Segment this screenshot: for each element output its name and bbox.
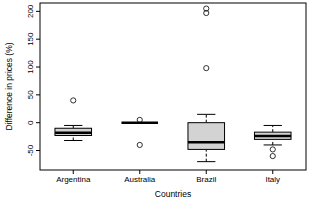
x-tick — [73, 170, 74, 174]
y-tick-label: 0 — [26, 120, 35, 125]
y-tick-label: 200 — [26, 4, 35, 18]
lower-whisker — [206, 149, 207, 161]
y-tick — [36, 122, 40, 123]
x-tick — [206, 170, 207, 174]
max-cap — [64, 125, 82, 126]
max-cap — [197, 114, 215, 115]
min-cap — [64, 140, 82, 141]
median — [254, 135, 291, 138]
min-cap — [197, 161, 215, 162]
outlier — [270, 147, 275, 152]
upper-whisker — [272, 125, 273, 132]
x-tick-label: Argentina — [56, 175, 91, 184]
outlier — [71, 98, 76, 103]
y-tick-label: 150 — [26, 32, 35, 46]
median — [188, 141, 225, 144]
x-tick-label: Brazil — [196, 175, 216, 184]
y-tick-label: 100 — [26, 60, 35, 74]
y-tick — [36, 67, 40, 68]
outlier — [270, 153, 275, 158]
x-tick-label: Australia — [124, 175, 156, 184]
x-axis-title: Countries — [155, 189, 191, 199]
frame — [40, 3, 306, 170]
outlier — [137, 117, 142, 122]
max-cap — [264, 125, 282, 126]
y-tick-label: -50 — [26, 144, 35, 156]
y-axis-title: Difference in prices (%) — [4, 42, 14, 130]
plot-area — [55, 6, 291, 162]
x-tick — [139, 170, 140, 174]
min-cap — [264, 144, 282, 145]
outlier — [204, 66, 209, 71]
lower-whisker — [73, 135, 74, 140]
box — [254, 132, 291, 139]
upper-whisker — [206, 114, 207, 122]
median — [55, 131, 92, 134]
y-tick — [36, 150, 40, 151]
x-tick — [272, 170, 273, 174]
outlier — [137, 142, 142, 147]
box — [188, 123, 225, 150]
box — [55, 128, 92, 135]
lower-whisker — [272, 139, 273, 145]
y-tick-label: 50 — [26, 90, 35, 99]
y-tick — [36, 94, 40, 95]
chart: -50 0 50 100 150 200 Argentina Australia Brazil I… — [0, 0, 312, 200]
y-tick — [36, 39, 40, 40]
y-tick — [36, 11, 40, 12]
outlier — [204, 6, 209, 11]
x-tick-label: Italy — [265, 175, 280, 184]
